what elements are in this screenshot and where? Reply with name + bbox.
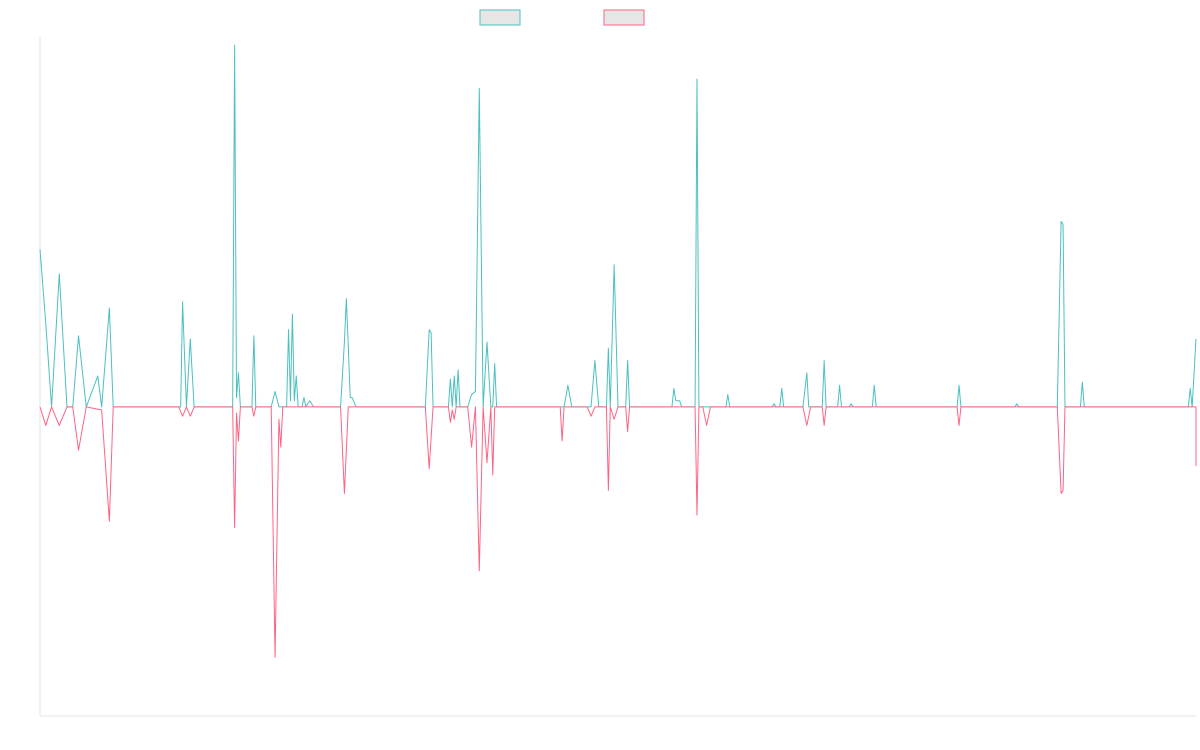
series-layer	[39, 44, 1197, 658]
legend	[479, 9, 645, 26]
legend-swatch-series-1[interactable]	[479, 9, 521, 26]
series-line-1	[39, 44, 1197, 408]
series-line-2	[39, 406, 1197, 658]
legend-swatch-series-2[interactable]	[603, 9, 645, 26]
